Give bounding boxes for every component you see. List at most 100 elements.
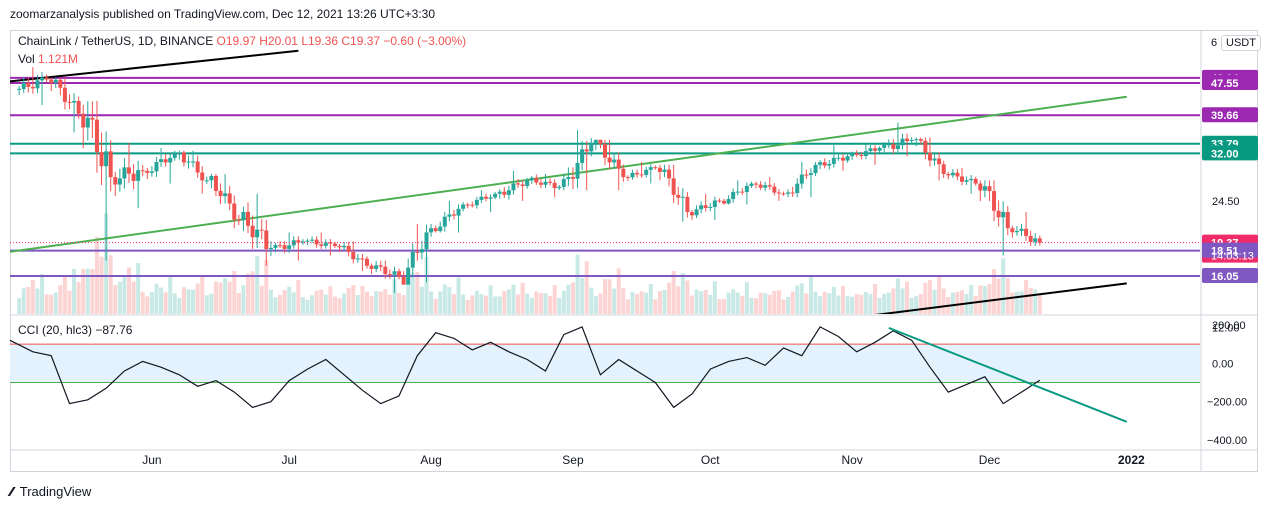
candle-body: [181, 152, 186, 163]
volume-bar: [625, 299, 630, 314]
volume-bar: [923, 282, 928, 314]
volume-bar: [227, 281, 232, 314]
candle-body: [442, 216, 447, 227]
cci-line: [9, 326, 1041, 409]
volume-bar: [758, 292, 763, 314]
volume-bar: [291, 292, 296, 314]
candle-body: [1001, 212, 1006, 218]
volume-bar: [484, 295, 488, 314]
volume-bar: [699, 291, 704, 314]
candle-body: [680, 196, 685, 198]
candle-body: [854, 153, 859, 155]
candle-body: [424, 232, 429, 250]
cci-trendline: [888, 326, 1128, 423]
time-tick-label: Jun: [142, 453, 161, 467]
candle-body: [163, 159, 168, 163]
candle-body: [937, 158, 942, 165]
volume-bar: [406, 280, 411, 314]
candle-body: [960, 176, 964, 182]
volume-bar: [644, 292, 649, 314]
volume-bar: [346, 287, 351, 314]
candle-body: [790, 192, 795, 194]
volume-bar: [667, 282, 672, 314]
volume-bar: [818, 296, 823, 314]
candle-body: [365, 258, 369, 266]
candle-body: [992, 191, 997, 211]
candle-body: [337, 246, 342, 248]
candle-body: [1033, 238, 1038, 242]
volume-bar: [479, 294, 484, 314]
cci-tick-label: −200.00: [1207, 397, 1247, 409]
candle-body: [520, 184, 525, 187]
price-label-bg: [1202, 145, 1258, 161]
brand-footer[interactable]: ⁄⁄ TradingView: [10, 484, 91, 499]
volume-bar: [726, 292, 731, 314]
candle-body: [369, 265, 374, 269]
volume-bar: [905, 281, 910, 314]
candle-body: [72, 100, 77, 103]
candle-body: [195, 161, 200, 173]
cci-label[interactable]: CCI (20, hlc3): [18, 323, 93, 337]
volume-bar: [378, 291, 383, 314]
volume-bar: [589, 287, 594, 314]
volume-bar: [415, 271, 420, 314]
volume-bar: [639, 291, 644, 314]
volume-bar: [561, 290, 566, 314]
candle-body: [946, 173, 951, 176]
candle-body: [186, 161, 191, 163]
candle-body: [621, 168, 626, 178]
candle-body: [873, 148, 878, 151]
candle-body: [85, 117, 90, 128]
candle-body: [754, 183, 759, 185]
candle-body: [300, 241, 305, 243]
candle-body: [749, 183, 754, 186]
volume-bar: [264, 259, 269, 314]
candle-body: [781, 193, 786, 195]
price-label: 32.00: [1211, 148, 1239, 160]
cci-tick-label: −400.00: [1207, 435, 1247, 447]
candle-body: [397, 271, 402, 277]
candle-body: [982, 186, 987, 191]
volume-bar: [776, 290, 781, 314]
volume-bar: [987, 283, 992, 314]
candle-body: [639, 174, 644, 176]
candle-body: [827, 163, 832, 166]
tradingview-logo-icon: ⁄⁄: [10, 484, 14, 499]
volume-bar: [392, 278, 397, 314]
candle-body: [584, 149, 589, 152]
candle-body: [314, 239, 319, 245]
candle-body: [1010, 228, 1015, 233]
candle-body: [877, 147, 882, 151]
volume-bar: [790, 291, 795, 314]
volume-bar: [808, 276, 813, 314]
volume-bar: [1033, 289, 1038, 314]
volume-bar: [1001, 258, 1006, 314]
candle-body: [996, 210, 1001, 218]
candle-body: [511, 183, 516, 191]
volume-bar: [708, 294, 713, 314]
volume-bar: [204, 295, 209, 314]
volume-label[interactable]: Vol: [18, 52, 35, 66]
volume-bar: [584, 261, 589, 314]
symbol-legend: ChainLink / TetherUS, 1D, BINANCE O19.97…: [18, 34, 466, 48]
candle-body: [630, 172, 635, 178]
volume-bar: [799, 283, 804, 314]
volume-bar: [927, 280, 932, 314]
volume-bar: [786, 297, 791, 314]
candle-body: [451, 214, 456, 216]
volume-bar: [131, 281, 136, 314]
volume-bar: [383, 288, 388, 314]
symbol-name[interactable]: ChainLink / TetherUS, 1D, BINANCE: [18, 34, 214, 48]
candle-body: [685, 196, 690, 213]
candle-body: [905, 138, 910, 142]
currency-button[interactable]: USDT: [1221, 35, 1261, 51]
volume-bar: [342, 293, 347, 314]
volume-bar: [447, 287, 452, 314]
volume-bar: [671, 271, 676, 314]
volume-bar: [914, 295, 919, 314]
volume-bar: [429, 291, 434, 314]
volume-bar: [845, 296, 850, 314]
candle-body: [351, 251, 356, 260]
volume-bar: [328, 286, 333, 314]
